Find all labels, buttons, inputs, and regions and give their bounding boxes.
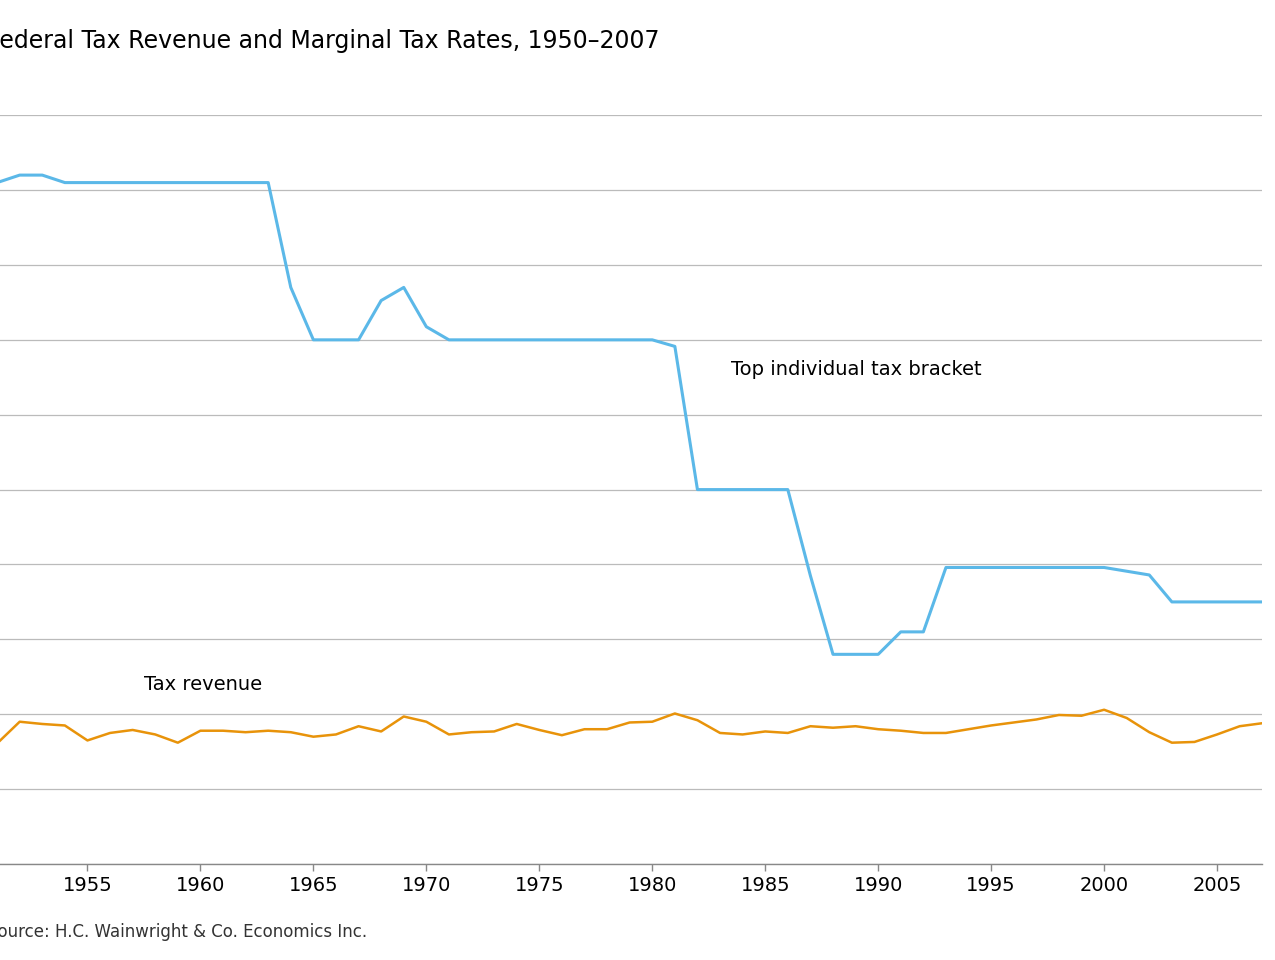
Text: Tax revenue: Tax revenue bbox=[144, 675, 263, 694]
Text: Federal Tax Revenue and Marginal Tax Rates, 1950–2007: Federal Tax Revenue and Marginal Tax Rat… bbox=[0, 29, 659, 53]
Text: Source: H.C. Wainwright & Co. Economics Inc.: Source: H.C. Wainwright & Co. Economics … bbox=[0, 923, 367, 941]
Text: Top individual tax bracket: Top individual tax bracket bbox=[732, 360, 982, 379]
